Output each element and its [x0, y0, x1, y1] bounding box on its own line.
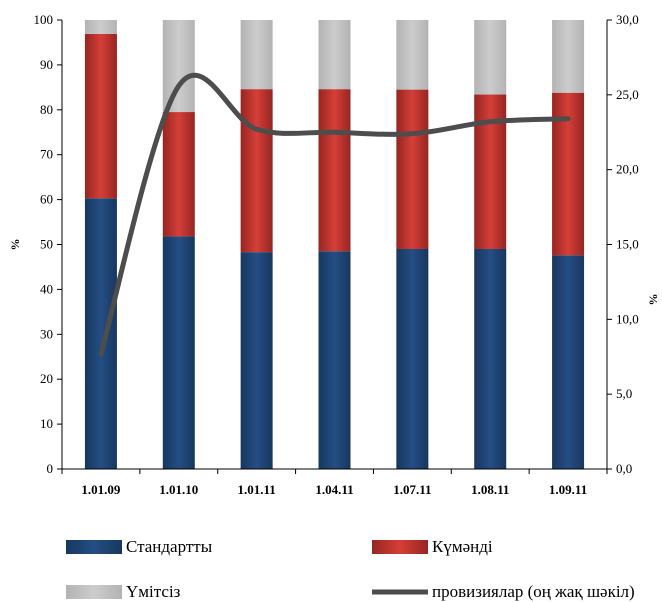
bar-doubtful-1: [85, 34, 117, 198]
y-tick-label-3: 30: [40, 326, 53, 341]
y-tick-label-7: 70: [40, 147, 53, 162]
bar-doubtful-3: [241, 89, 273, 252]
y2-tick-label-1: 5,0: [616, 386, 632, 401]
bar-standard-4: [319, 251, 351, 469]
bar-hopeless-6: [474, 20, 506, 95]
bar-doubtful-2: [163, 112, 195, 236]
y2-tick-label-5: 25,0: [616, 87, 639, 102]
bar-hopeless-1: [85, 20, 117, 34]
y2-tick-label-0: 0,0: [616, 461, 632, 476]
y2-axis-label: %: [646, 294, 660, 306]
bar-standard-3: [241, 252, 273, 469]
legend-swatch-standard: [66, 540, 122, 554]
bar-hopeless-4: [319, 20, 351, 89]
legend-label-provisions: провизиялар (оң жақ шәкіл): [432, 582, 635, 602]
x-tick-label-3: 1.01.11: [237, 482, 275, 497]
bar-doubtful-5: [396, 90, 428, 249]
y-tick-label-8: 80: [40, 102, 53, 117]
legend-label-standard: Стандартты: [126, 537, 212, 557]
bar-standard-1: [85, 198, 117, 469]
legend-swatch-provisions: [372, 585, 428, 599]
legend-swatch-doubtful: [372, 540, 428, 554]
legend-label-doubtful: Күмәнді: [432, 537, 493, 557]
y-tick-label-0: 0: [47, 461, 54, 476]
y-tick-label-5: 50: [40, 237, 53, 252]
y-axis-label: %: [8, 239, 22, 251]
x-tick-label-6: 1.08.11: [471, 482, 509, 497]
bar-standard-6: [474, 249, 506, 469]
bar-standard-2: [163, 236, 195, 469]
y-tick-label-10: 100: [34, 12, 54, 27]
x-tick-label-4: 1.04.11: [315, 482, 353, 497]
bar-doubtful-4: [319, 89, 351, 251]
bars-group: [85, 20, 584, 469]
bar-standard-7: [552, 255, 584, 469]
bar-hopeless-5: [396, 20, 428, 90]
bar-doubtful-6: [474, 95, 506, 249]
bar-hopeless-2: [163, 20, 195, 112]
x-tick-label-7: 1.09.11: [549, 482, 587, 497]
legend-label-hopeless: Үмітсіз: [126, 582, 180, 602]
y-tick-label-6: 60: [40, 192, 53, 207]
bar-standard-5: [396, 249, 428, 469]
y-tick-label-4: 40: [40, 281, 53, 296]
y-tick-label-2: 20: [40, 371, 53, 386]
bar-hopeless-3: [241, 20, 273, 89]
x-tick-label-1: 1.01.09: [81, 482, 121, 497]
y2-tick-label-2: 10,0: [616, 311, 639, 326]
y-tick-label-1: 10: [40, 416, 53, 431]
y2-tick-label-4: 20,0: [616, 162, 639, 177]
legend-swatch-hopeless: [66, 585, 122, 599]
x-tick-label-2: 1.01.10: [159, 482, 198, 497]
x-tick-label-5: 1.07.11: [393, 482, 431, 497]
y2-tick-label-3: 15,0: [616, 237, 639, 252]
y2-tick-label-6: 30,0: [616, 12, 639, 27]
bar-hopeless-7: [552, 20, 584, 93]
y-tick-label-9: 90: [40, 57, 53, 72]
